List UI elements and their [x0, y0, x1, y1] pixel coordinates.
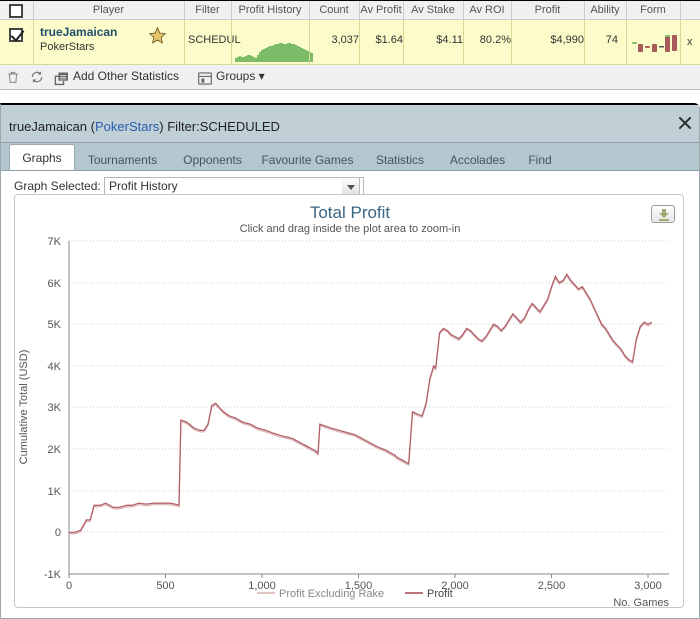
svg-text:3K: 3K: [48, 402, 62, 414]
svg-text:Profit: Profit: [427, 588, 453, 600]
svg-text:-1K: -1K: [44, 569, 62, 581]
svg-text:6K: 6K: [48, 278, 62, 290]
svg-text:No. Games: No. Games: [613, 597, 669, 609]
svg-text:7K: 7K: [48, 236, 62, 248]
svg-text:500: 500: [156, 580, 174, 592]
svg-text:3,000: 3,000: [634, 580, 662, 592]
svg-text:2K: 2K: [48, 444, 62, 456]
svg-text:Profit Excluding Rake: Profit Excluding Rake: [279, 588, 384, 600]
svg-text:2,500: 2,500: [538, 580, 566, 592]
svg-text:1K: 1K: [48, 486, 62, 498]
svg-text:5K: 5K: [48, 319, 62, 331]
svg-text:0: 0: [55, 527, 61, 539]
svg-text:1,000: 1,000: [248, 580, 276, 592]
svg-text:4K: 4K: [48, 361, 62, 373]
svg-text:Cumulative Total (USD): Cumulative Total (USD): [18, 350, 30, 465]
svg-text:0: 0: [66, 580, 72, 592]
